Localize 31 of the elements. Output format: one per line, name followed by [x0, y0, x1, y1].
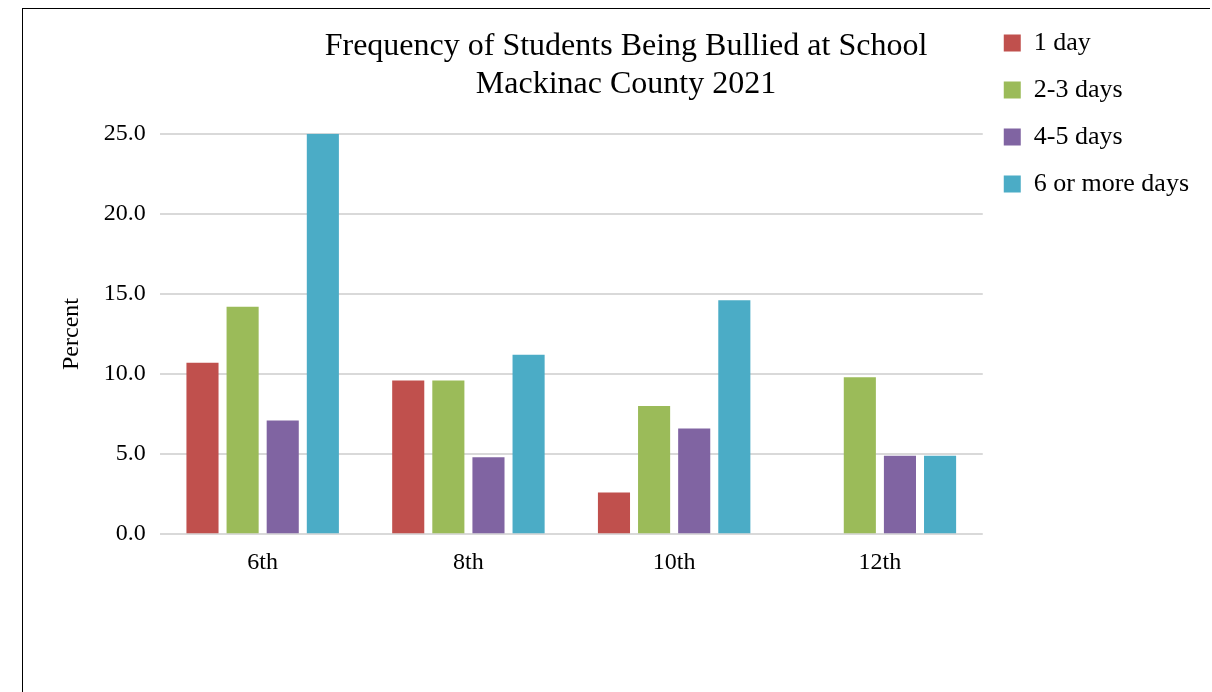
bar	[226, 306, 259, 534]
legend-label: 6 or more days	[1033, 167, 1190, 197]
legend-label: 4-5 days	[1033, 120, 1123, 150]
bar	[306, 133, 339, 534]
chart-title: Frequency of Students Being Bullied at School Mackinac County 2021	[324, 25, 928, 101]
bar	[392, 380, 425, 534]
bar	[843, 377, 876, 534]
x-tick-label: 8th	[453, 547, 484, 574]
y-tick-label: 0.0	[115, 519, 146, 546]
bar	[883, 455, 916, 534]
y-tick-label: 15.0	[103, 279, 146, 306]
y-axis-title: Percent	[56, 297, 83, 370]
bar	[186, 362, 219, 534]
bar	[678, 428, 711, 534]
legend-label: 1 day	[1033, 26, 1091, 56]
bar	[266, 420, 299, 534]
bar	[472, 457, 505, 534]
x-tick-label: 12th	[858, 547, 902, 574]
y-tick-label: 25.0	[103, 119, 146, 146]
bar	[597, 492, 631, 534]
bar	[718, 300, 751, 534]
bar	[638, 406, 671, 534]
x-tick-label: 6th	[247, 547, 279, 574]
bar	[512, 354, 545, 534]
y-tick-label: 10.0	[103, 359, 146, 386]
x-tick-label: 10th	[652, 547, 696, 574]
legend-label: 2-3 days	[1033, 73, 1123, 103]
y-tick-label: 5.0	[115, 439, 146, 466]
bar	[432, 380, 465, 534]
y-tick-label: 20.0	[103, 199, 146, 226]
bar	[924, 455, 957, 534]
